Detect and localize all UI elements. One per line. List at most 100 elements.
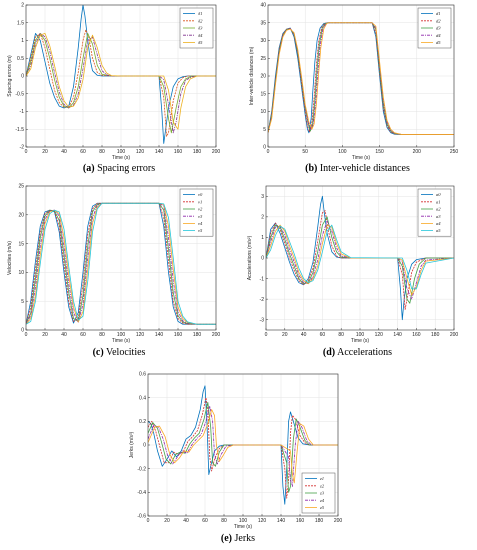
x-tick-label: 40: [61, 149, 67, 155]
x-tick-label: 160: [296, 518, 305, 524]
chart-panel-c: 0 20 40 60 80 100 120 140 160 180 200 0 5 10 15 20 25 Tim…: [0, 182, 238, 372]
y-tick-label: 0: [21, 74, 24, 80]
legend-box: [179, 188, 214, 237]
caption-a: (a) Spacing errors: [0, 163, 238, 174]
x-tick-label: 0: [265, 332, 268, 338]
legend-entry-4: δ4: [198, 33, 203, 38]
x-tick-label: 250: [450, 149, 459, 155]
series-group: [26, 5, 216, 144]
y-tick-label: 10: [260, 109, 266, 115]
chart-e-svg: 0 20 40 60 80 100 120 140 160 180 200 -0.6 -0.4 -0.2 0…: [129, 372, 343, 530]
series-line-4: [148, 405, 338, 487]
x-tick-label: 60: [202, 518, 208, 524]
chart-a-svg: 0 20 40 60 80 100 120 140 160 180 200-2-1.5-1-0.50…: [7, 3, 220, 161]
series-line-3: [268, 22, 454, 135]
series-line-2: [26, 29, 216, 137]
x-tick-label: 0: [25, 149, 28, 155]
series-line-5: [268, 22, 454, 135]
y-tick-label: 0: [261, 256, 264, 262]
legend-entry-2: δ2: [198, 18, 203, 23]
x-tick-label: 140: [155, 149, 164, 155]
caption-a-text: Spacing errors: [97, 163, 156, 174]
x-tick-label: 20: [42, 149, 48, 155]
y-tick-label: 0.6: [139, 372, 146, 378]
caption-d-text: Accelerations: [337, 347, 393, 358]
x-tick-label: 100: [338, 149, 347, 155]
y-tick-label: 0.5: [17, 56, 24, 62]
caption-b: (b) Inter-vehicle distances: [238, 163, 477, 174]
chart-panel-a: 0 20 40 60 80 100 120 140 160 180 200 -2 -1.5 -1 -0.5 0…: [0, 0, 238, 175]
series-line-5: [148, 409, 338, 484]
y-tick-label: 2: [21, 3, 24, 9]
x-tick-label: 0: [25, 332, 28, 338]
y-tick-label: 25: [18, 184, 24, 190]
x-tick-label: 140: [393, 332, 402, 338]
x-tick-label: 100: [239, 518, 248, 524]
y-tick-label: -0.6: [137, 514, 146, 520]
x-tick-label: 180: [193, 149, 202, 155]
chart-panel-e: 0 20 40 60 80 100 120 140 160 180 200 -0.6 -0.4 -0.2 0…: [118, 370, 358, 550]
legend: δ1 δ2 δ3 δ4 δ5: [179, 7, 214, 49]
y-tick-label: 1: [21, 38, 24, 44]
y-tick-label: 1: [261, 235, 264, 241]
chart-panel-d: 0 20 40 60 80 100 120 140 160 180 200 -3 -2 -1 0 1 2 3 Tim…: [238, 182, 477, 372]
x-tick-label: 160: [174, 332, 183, 338]
series-line-1: [266, 195, 454, 321]
caption-b-text: Inter-vehicle distances: [319, 163, 410, 174]
x-tick-label: 160: [174, 149, 183, 155]
series-line-2: [26, 202, 216, 325]
series-line-1: [148, 385, 338, 505]
x-tick-label: 200: [450, 332, 459, 338]
series-line-3: [148, 402, 338, 493]
x-tick-label: 120: [136, 332, 145, 338]
x-tick-label: 200: [334, 518, 343, 524]
y-tick-label: 15: [18, 241, 24, 247]
x-tick-label: 120: [258, 518, 267, 524]
caption-d: (d) Accelerations: [238, 347, 477, 358]
y-tick-label: 1.5: [17, 20, 24, 26]
legend-entry-2: d2: [436, 18, 441, 23]
x-tick-label: 60: [320, 332, 326, 338]
x-tick-label: 140: [155, 332, 164, 338]
y-tick-label: -3: [260, 317, 265, 323]
series-group: [148, 385, 338, 505]
caption-e: (e) Jerks: [118, 533, 358, 544]
y-tick-label: 25: [260, 56, 266, 62]
legend-entry-2: v1: [198, 199, 202, 204]
series-line-4: [268, 22, 454, 135]
legend: a0 a1 a2 a3 a4 a5: [417, 188, 452, 237]
caption-c-text: Velocities: [106, 347, 146, 358]
legend-entry-1: δ1: [198, 11, 202, 16]
x-tick-label: 200: [212, 332, 221, 338]
series-line-4: [266, 220, 454, 300]
legend-entry-6: a5: [436, 228, 441, 233]
series-line-5: [266, 224, 454, 296]
y-tick-label: 3: [261, 194, 264, 200]
x-tick-label: 20: [282, 332, 288, 338]
y-tick-label: 0: [143, 443, 146, 449]
caption-e-text: Jerks: [234, 533, 256, 544]
y-tick-label: -0.2: [137, 466, 146, 472]
series-line-1: [26, 5, 216, 144]
x-tick-label: 100: [356, 332, 365, 338]
x-axis-label: Time (s): [112, 155, 130, 161]
legend-entry-5: a4: [436, 221, 441, 226]
y-tick-label: -0.5: [15, 91, 24, 97]
x-tick-label: 100: [117, 332, 126, 338]
x-tick-label: 180: [193, 332, 202, 338]
y-tick-label: 5: [21, 299, 24, 305]
x-axis-label: Time (s): [352, 155, 370, 161]
series-line-6: [266, 224, 454, 290]
legend-entry-5: z5: [319, 505, 325, 510]
x-tick-label: 180: [315, 518, 324, 524]
x-tick-label: 80: [221, 518, 227, 524]
x-tick-label: 0: [267, 149, 270, 155]
series-line-5: [26, 33, 216, 130]
legend-entry-4: z4: [319, 498, 325, 503]
x-tick-label: 80: [99, 149, 105, 155]
x-axis-label: Time (s): [112, 338, 130, 344]
y-tick-label: 0: [21, 328, 24, 334]
x-tick-label: 40: [183, 518, 189, 524]
y-tick-label: 30: [260, 38, 266, 44]
series-line-5: [26, 202, 216, 325]
